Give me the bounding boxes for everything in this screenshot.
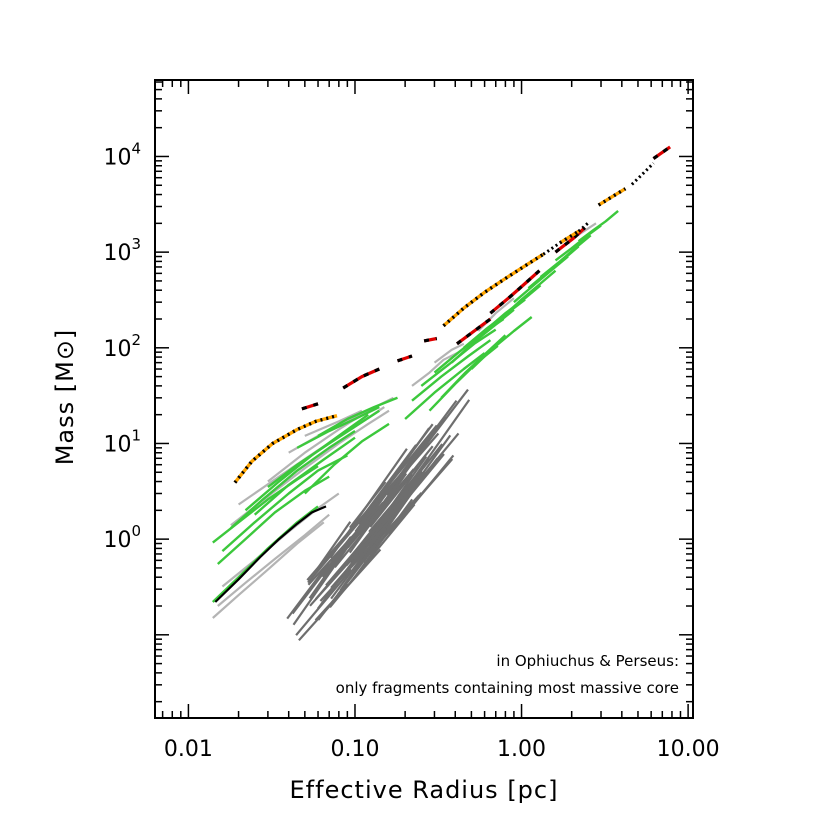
series-line [317, 396, 398, 437]
dark-gray-track [292, 544, 351, 626]
x-tick-label: 1.00 [497, 737, 546, 762]
series-line [212, 521, 325, 619]
series-line [296, 406, 380, 449]
y-tick-label: 103 [103, 235, 141, 266]
series-line [230, 429, 356, 530]
series-black-solid [214, 505, 327, 603]
series-line [597, 187, 627, 207]
dark-gray-track [298, 548, 382, 642]
series-line [267, 409, 380, 489]
series-line [470, 316, 533, 370]
series-line [489, 269, 541, 315]
dark-gray-track [337, 551, 371, 596]
annotation-line-2: only fragments containing most massive c… [336, 679, 679, 697]
dark-gray-track [378, 474, 439, 544]
dark-gray-track [386, 399, 458, 495]
series-line [440, 334, 507, 399]
data-layer [211, 145, 672, 642]
series-line [456, 317, 492, 346]
series-line [630, 162, 655, 186]
tick-marks [155, 80, 693, 718]
dark-gray-track [330, 524, 387, 589]
series-line [221, 454, 348, 552]
series-orange-dotted [233, 187, 627, 484]
series-red-dashed [301, 145, 672, 411]
series-line [411, 339, 492, 402]
series-line [442, 252, 545, 328]
annotation-line-1: in Ophiuchus & Perseus: [496, 652, 679, 670]
series-black-dotted [542, 162, 655, 256]
series-line [303, 422, 390, 495]
y-tick-label: 101 [103, 426, 141, 457]
x-tick-label: 10.00 [657, 737, 720, 762]
series-line [214, 505, 327, 603]
y-tick-label: 100 [103, 522, 141, 553]
series-line [396, 354, 413, 363]
series-line [301, 402, 319, 411]
dark-gray-track [333, 465, 419, 568]
series-line [304, 409, 363, 437]
series-line [450, 308, 515, 364]
dark-gray-track [349, 481, 387, 529]
series-line [404, 352, 486, 420]
dark-gray-track [330, 507, 400, 600]
dark-gray-track [369, 473, 413, 528]
series-line [423, 336, 438, 343]
dark-gray-track [384, 399, 471, 520]
dark-gray-track [286, 562, 330, 620]
y-tick-label: 104 [103, 139, 141, 170]
series-line [542, 241, 561, 256]
series-line [652, 145, 672, 160]
y-tick-label: 102 [103, 331, 141, 362]
series-line [559, 229, 580, 245]
series-line [539, 234, 592, 278]
series-line [577, 209, 619, 243]
series-line [233, 414, 338, 484]
dark-gray-track-cloud [286, 388, 471, 642]
series-line [433, 342, 465, 364]
series-line [577, 222, 589, 233]
dark-gray-track [388, 432, 460, 518]
x-tick-label: 0.01 [164, 737, 213, 762]
dark-gray-track [307, 501, 385, 586]
y-axis-label: Mass [M⊙] [51, 329, 79, 466]
tick-labels: 0.01 0.10 1.00 10.00 100 101 102 103 104 [103, 139, 719, 762]
x-tick-label: 0.10 [330, 737, 379, 762]
series-line [411, 351, 460, 387]
series-line [342, 367, 380, 390]
series-line [499, 269, 557, 320]
series-line [253, 436, 356, 516]
series-line [554, 226, 586, 254]
plot-frame [154, 79, 694, 719]
dark-gray-track [308, 491, 386, 599]
series-line [217, 513, 330, 607]
x-axis-label: Effective Radius [pc] [290, 776, 559, 804]
